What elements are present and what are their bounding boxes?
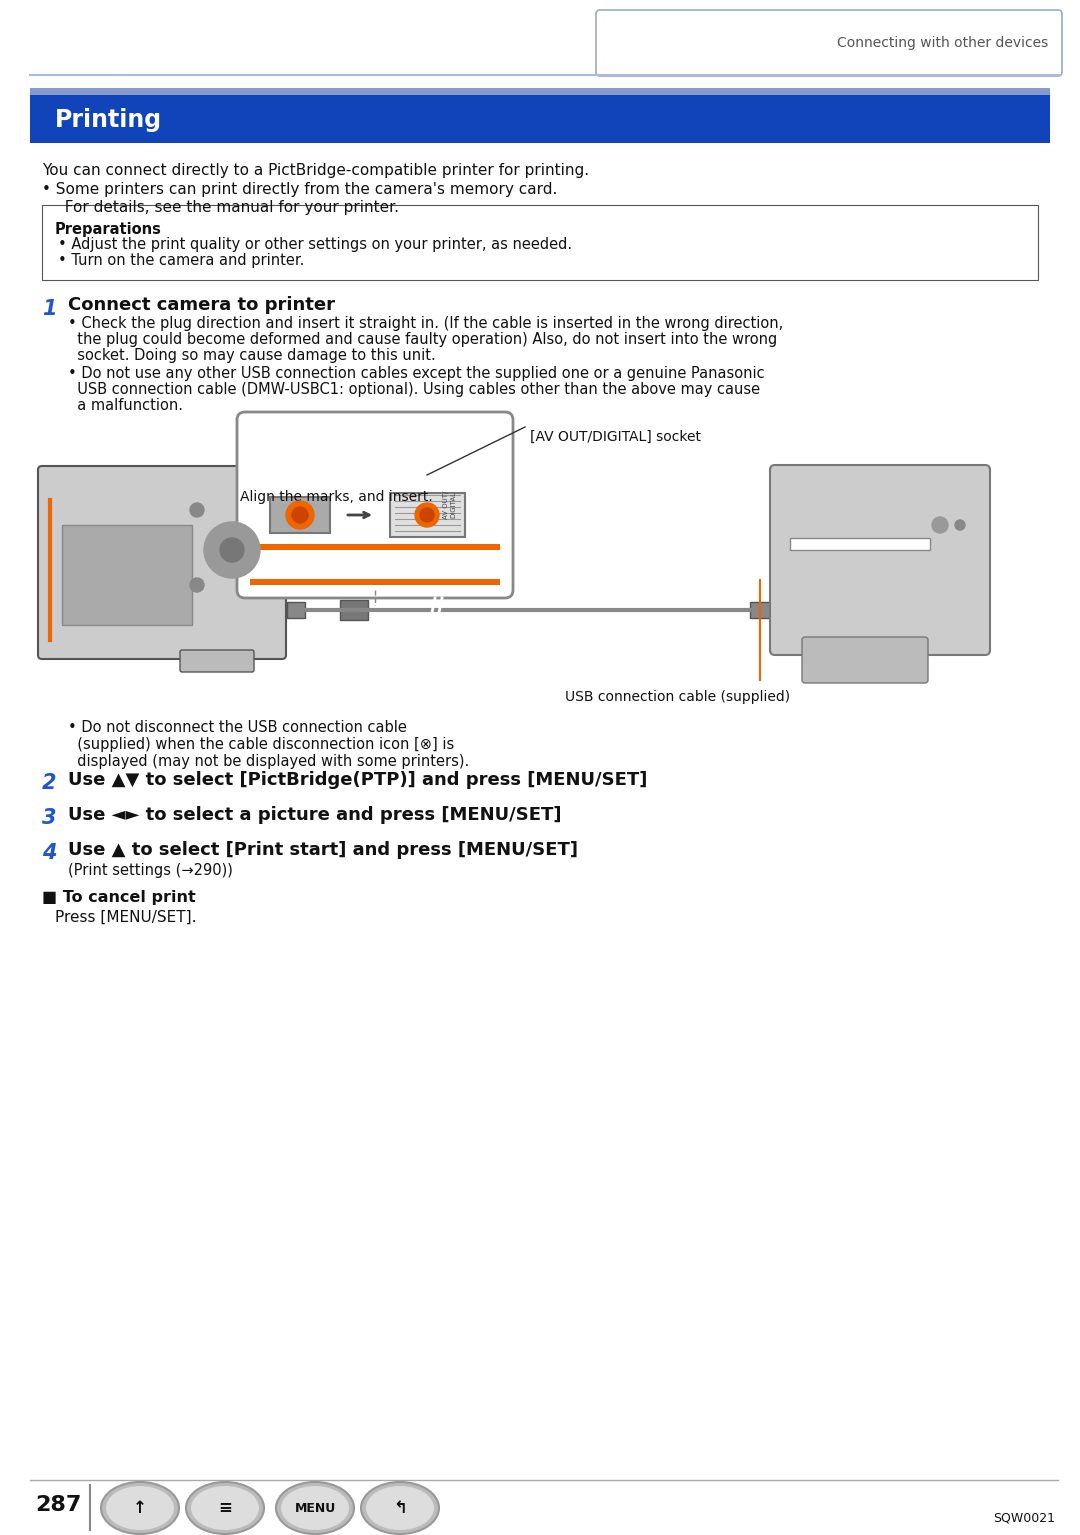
- FancyBboxPatch shape: [802, 637, 928, 683]
- Bar: [249, 579, 500, 585]
- Text: Preparations: Preparations: [55, 223, 162, 236]
- Text: 3: 3: [42, 807, 56, 827]
- Text: socket. Doing so may cause damage to this unit.: socket. Doing so may cause damage to thi…: [68, 348, 435, 362]
- Text: • Some printers can print directly from the camera's memory card.: • Some printers can print directly from …: [42, 183, 557, 196]
- Text: Use ▲▼ to select [PictBridge(PTP)] and press [MENU/SET]: Use ▲▼ to select [PictBridge(PTP)] and p…: [68, 771, 647, 789]
- Ellipse shape: [106, 1486, 174, 1530]
- Text: Use ▲ to select [Print start] and press [MENU/SET]: Use ▲ to select [Print start] and press …: [68, 841, 578, 860]
- Circle shape: [249, 503, 264, 517]
- Bar: [270, 497, 330, 533]
- Bar: [750, 602, 770, 619]
- Text: displayed (may not be displayed with some printers).: displayed (may not be displayed with som…: [68, 754, 469, 769]
- Ellipse shape: [281, 1486, 349, 1530]
- Text: • Turn on the camera and printer.: • Turn on the camera and printer.: [58, 253, 305, 269]
- Ellipse shape: [366, 1486, 434, 1530]
- Text: You can connect directly to a PictBridge-compatible printer for printing.: You can connect directly to a PictBridge…: [42, 163, 589, 178]
- Text: USB connection cable (DMW-USBC1: optional). Using cables other than the above ma: USB connection cable (DMW-USBC1: optiona…: [68, 382, 760, 398]
- Ellipse shape: [102, 1481, 179, 1533]
- FancyBboxPatch shape: [237, 411, 513, 599]
- Text: (Print settings (→290)): (Print settings (→290)): [68, 863, 233, 878]
- Bar: [340, 600, 368, 620]
- Text: a malfunction.: a malfunction.: [68, 398, 183, 413]
- Text: • Do not use any other USB connection cables except the supplied one or a genuin: • Do not use any other USB connection ca…: [68, 365, 765, 381]
- Circle shape: [955, 520, 966, 530]
- Ellipse shape: [361, 1481, 438, 1533]
- Circle shape: [420, 508, 434, 522]
- FancyBboxPatch shape: [180, 649, 254, 672]
- Text: AV OUT/
DIGITAL: AV OUT/ DIGITAL: [443, 491, 456, 519]
- Bar: [287, 602, 305, 619]
- Text: 1: 1: [42, 299, 56, 319]
- Ellipse shape: [276, 1481, 354, 1533]
- Text: Connect camera to printer: Connect camera to printer: [68, 296, 335, 315]
- Text: ■ To cancel print: ■ To cancel print: [42, 890, 195, 906]
- Ellipse shape: [186, 1481, 264, 1533]
- Bar: [42, 206, 1038, 279]
- Ellipse shape: [191, 1486, 259, 1530]
- Text: Connecting with other devices: Connecting with other devices: [837, 35, 1048, 51]
- Circle shape: [286, 500, 314, 530]
- Text: 2: 2: [42, 774, 56, 794]
- Text: SQW0021: SQW0021: [993, 1512, 1055, 1524]
- Text: Use ◄► to select a picture and press [MENU/SET]: Use ◄► to select a picture and press [ME…: [68, 806, 562, 824]
- Text: Align the marks, and insert.: Align the marks, and insert.: [240, 490, 433, 503]
- Bar: [390, 493, 465, 537]
- FancyBboxPatch shape: [770, 465, 990, 655]
- Text: ≡: ≡: [218, 1500, 232, 1517]
- Circle shape: [249, 579, 264, 593]
- Text: the plug could become deformed and cause faulty operation) Also, do not insert i: the plug could become deformed and cause…: [68, 332, 778, 347]
- Text: MENU: MENU: [295, 1501, 336, 1515]
- Text: USB connection cable (supplied): USB connection cable (supplied): [565, 691, 791, 705]
- Circle shape: [932, 517, 948, 533]
- Bar: [30, 95, 1050, 143]
- Circle shape: [415, 503, 438, 527]
- Text: ↑: ↑: [133, 1500, 147, 1517]
- Text: For details, see the manual for your printer.: For details, see the manual for your pri…: [55, 200, 399, 215]
- FancyBboxPatch shape: [38, 467, 286, 659]
- Circle shape: [220, 537, 244, 562]
- Text: [AV OUT/DIGITAL] socket: [AV OUT/DIGITAL] socket: [530, 430, 701, 444]
- Text: 287: 287: [35, 1495, 81, 1515]
- Text: Press [MENU/SET].: Press [MENU/SET].: [55, 910, 197, 926]
- Text: 4: 4: [42, 843, 56, 863]
- Bar: [789, 537, 930, 550]
- Text: • Adjust the print quality or other settings on your printer, as needed.: • Adjust the print quality or other sett…: [58, 236, 572, 252]
- Text: Printing: Printing: [55, 107, 162, 132]
- Text: • Do not disconnect the USB connection cable: • Do not disconnect the USB connection c…: [68, 720, 407, 735]
- Circle shape: [204, 522, 260, 579]
- FancyBboxPatch shape: [596, 11, 1062, 77]
- Text: (supplied) when the cable disconnection icon [⊗] is: (supplied) when the cable disconnection …: [68, 737, 455, 752]
- Text: • Check the plug direction and insert it straight in. (If the cable is inserted : • Check the plug direction and insert it…: [68, 316, 783, 332]
- Circle shape: [190, 579, 204, 593]
- Circle shape: [190, 503, 204, 517]
- Bar: [30, 87, 1050, 95]
- Circle shape: [292, 507, 308, 523]
- Text: ↰: ↰: [393, 1500, 407, 1517]
- Bar: [249, 543, 500, 550]
- Bar: [62, 525, 192, 625]
